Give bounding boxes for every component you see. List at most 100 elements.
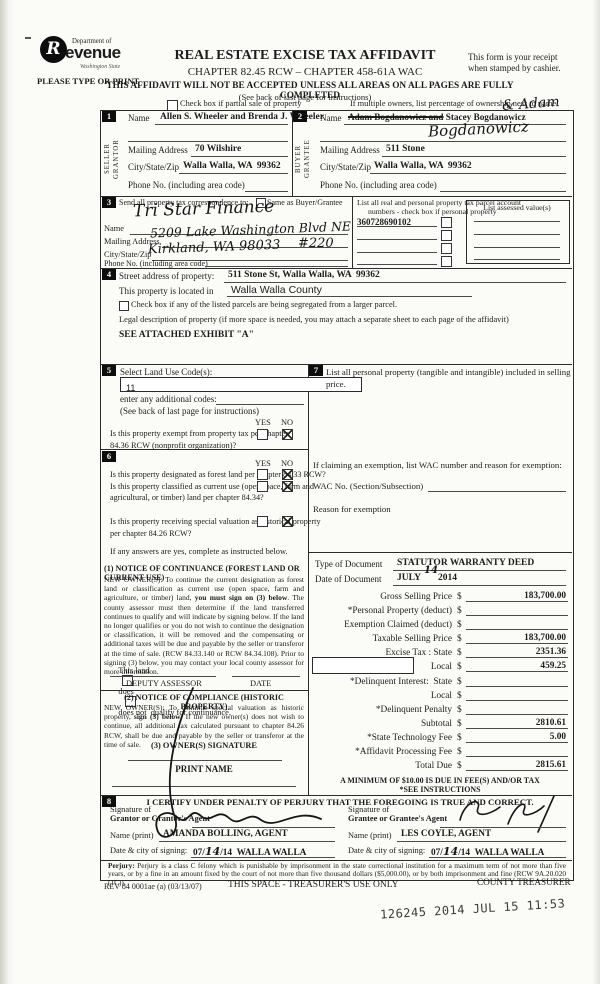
deputy-assessor-label: DEPUTY ASSESSOR (126, 679, 202, 688)
section-7-number: 7 (309, 365, 323, 376)
fin-row-taxable: Taxable Selling Price $183,700.00 (312, 631, 568, 644)
grantor-date-post: /14 WALLA WALLA (220, 848, 307, 858)
section-6-number: 6 (102, 451, 116, 462)
dollar-sign: $ (457, 648, 462, 658)
exemption-reason-label: Reason for exemption (313, 504, 391, 514)
section-4-number: 4 (102, 269, 116, 280)
buyer-role-label: BUYER (295, 144, 302, 174)
fin-row-excise-local: Local $459.25 (312, 659, 568, 672)
dollar-sign: $ (457, 662, 462, 672)
grantee-signature-line (440, 827, 566, 828)
receipt-note-line1: This form is your receipt (468, 52, 558, 62)
fin-label: Excise Tax : State (385, 648, 452, 658)
fin-label: Taxable Selling Price (372, 634, 452, 644)
grantee-date-pre: 07/ (431, 848, 443, 858)
land-does-not-checkbox[interactable] (125, 696, 137, 707)
perjury-notice: Perjury: Perjury is a class C felony whi… (108, 861, 566, 887)
fin-row-total-due: Total Due $2815.61 (312, 758, 568, 771)
document-type-value: STATUTOR WARRANTY DEED (397, 558, 535, 568)
fin-label: *Delinquent Penalty (375, 705, 452, 715)
dollar-sign: $ (457, 733, 462, 743)
print-name-label: PRINT NAME (175, 764, 233, 774)
deputy-assessor-line (110, 676, 216, 677)
perjury-text: Perjury is a class C felony which is pun… (108, 861, 566, 887)
fin-label: Gross Selling Price (380, 592, 452, 602)
print-name-line (112, 786, 296, 787)
fin-value (465, 615, 568, 616)
segregated-checkbox[interactable] (119, 301, 129, 311)
section-3-number: 3 (102, 197, 116, 208)
grantor-date-label: Date & city of signing: (110, 846, 188, 855)
segregated-label: Check box if any of the listed parcels a… (131, 300, 398, 309)
underline (130, 234, 348, 235)
exhibit-note: SEE ATTACHED EXHIBIT "A" (119, 330, 254, 340)
parcel-2-checkbox[interactable] (441, 230, 452, 241)
current-use-no-checkbox[interactable] (282, 481, 293, 492)
wac-number-label: WAC No. (Section/Subsection) (313, 481, 424, 491)
fin-label: Subtotal (421, 719, 452, 729)
same-as-buyer-checkbox[interactable] (256, 198, 266, 208)
correspondence-name-label: Name (104, 224, 124, 233)
owners-signature-title: (3) OWNER(S) SIGNATURE (151, 741, 257, 750)
grantor-name-value: AMANDA BOLLING, AGENT (163, 829, 288, 839)
current-use-yes-checkbox[interactable] (257, 481, 268, 492)
parcel-1-checkbox[interactable] (441, 217, 452, 228)
fin-row-delinquent-interest-state: *Delinquent Interest: State $ (312, 674, 568, 687)
form-chapter: CHAPTER 82.45 RCW – CHAPTER 458-61A WAC (187, 66, 423, 78)
underline (357, 226, 437, 227)
land-use-code-input[interactable]: 11 (120, 377, 362, 393)
personal-property-line2: price. (326, 379, 346, 389)
treasurer-date-stamp: 126245 2014 JUL 15 11:53 (379, 896, 566, 922)
correspondence-phone-label: Phone No. (including area code) (104, 259, 208, 268)
underline (370, 173, 566, 174)
buyer-city-label: City/State/Zip (320, 162, 371, 172)
street-address-label: Street address of property: (119, 271, 215, 281)
forest-no-checkbox[interactable] (282, 469, 293, 480)
fin-row-excise-state: Excise Tax : State $2351.36 (312, 645, 568, 658)
notice1-body-a: NEW OWNER(S): To continue the current de… (104, 575, 304, 603)
historic-no-checkbox[interactable] (282, 516, 293, 527)
fin-label: Total Due (415, 761, 452, 771)
buyer-name-kept: Stacey Bogdanowicz (443, 112, 526, 122)
fin-label: *Delinquent Interest: State (350, 677, 452, 687)
historic-yes-checkbox[interactable] (257, 516, 268, 527)
underline (155, 124, 288, 125)
perjury-lead: Perjury: (108, 861, 135, 870)
land-does-checkbox[interactable] (122, 675, 134, 686)
grantee-date-post: /14 WALLA WALLA (458, 848, 545, 858)
forest-yes-checkbox[interactable] (257, 469, 268, 480)
correspondence-suite-handwritten: #220 (298, 236, 334, 251)
street-address-value: 511 Stone St, Walla Walla, WA 99362 (228, 270, 380, 280)
notice1-body: NEW OWNER(S): To continue the current de… (104, 575, 304, 676)
buyer-city-value: Walla Walla, WA 99362 (374, 161, 472, 171)
grantor-sig-label2: Grantor or Grantor's Agent (110, 814, 210, 823)
fin-row-subtotal: Subtotal $2810.61 (312, 716, 568, 729)
dollar-sign: $ (457, 606, 462, 616)
exempt-no-checkbox[interactable] (282, 429, 293, 440)
please-type-or-print: PLEASE TYPE OR PRINT (37, 76, 140, 86)
fin-value (465, 629, 568, 630)
divider (308, 552, 572, 553)
divider (100, 196, 572, 197)
seller-city-value: Walla Walla, WA 99362 (183, 161, 281, 171)
underline (474, 247, 560, 248)
parcel-3-checkbox[interactable] (441, 243, 452, 254)
underline (440, 191, 566, 192)
parcel-4-checkbox[interactable] (441, 256, 452, 267)
dollar-sign: $ (457, 620, 462, 630)
buyer-phone-label: Phone No. (including area code) (320, 180, 437, 190)
treasurer-stamp-box (312, 657, 414, 674)
fin-label: Local (430, 691, 452, 701)
parcel-number-value: 360728690102 (357, 217, 411, 227)
grantee-date-value: 07/14/14 WALLA WALLA (431, 845, 544, 858)
underline (227, 296, 472, 297)
fin-label: Exemption Claimed (deduct) (344, 620, 452, 630)
exemption-heading: If claiming an exemption, list WAC numbe… (313, 460, 562, 470)
exempt-yes-checkbox[interactable] (257, 429, 268, 440)
notice1-body-b: . The county assessor must then determin… (104, 593, 304, 677)
multiple-owners-note: If multiple owners, list percentage of o… (350, 99, 559, 108)
land-use-heading: Select Land Use Code(s): (120, 367, 213, 377)
partial-sale-label: Check box if partial sale of property (180, 99, 302, 108)
document-date-handwritten-day: 14 (424, 565, 438, 576)
underline (245, 191, 288, 192)
